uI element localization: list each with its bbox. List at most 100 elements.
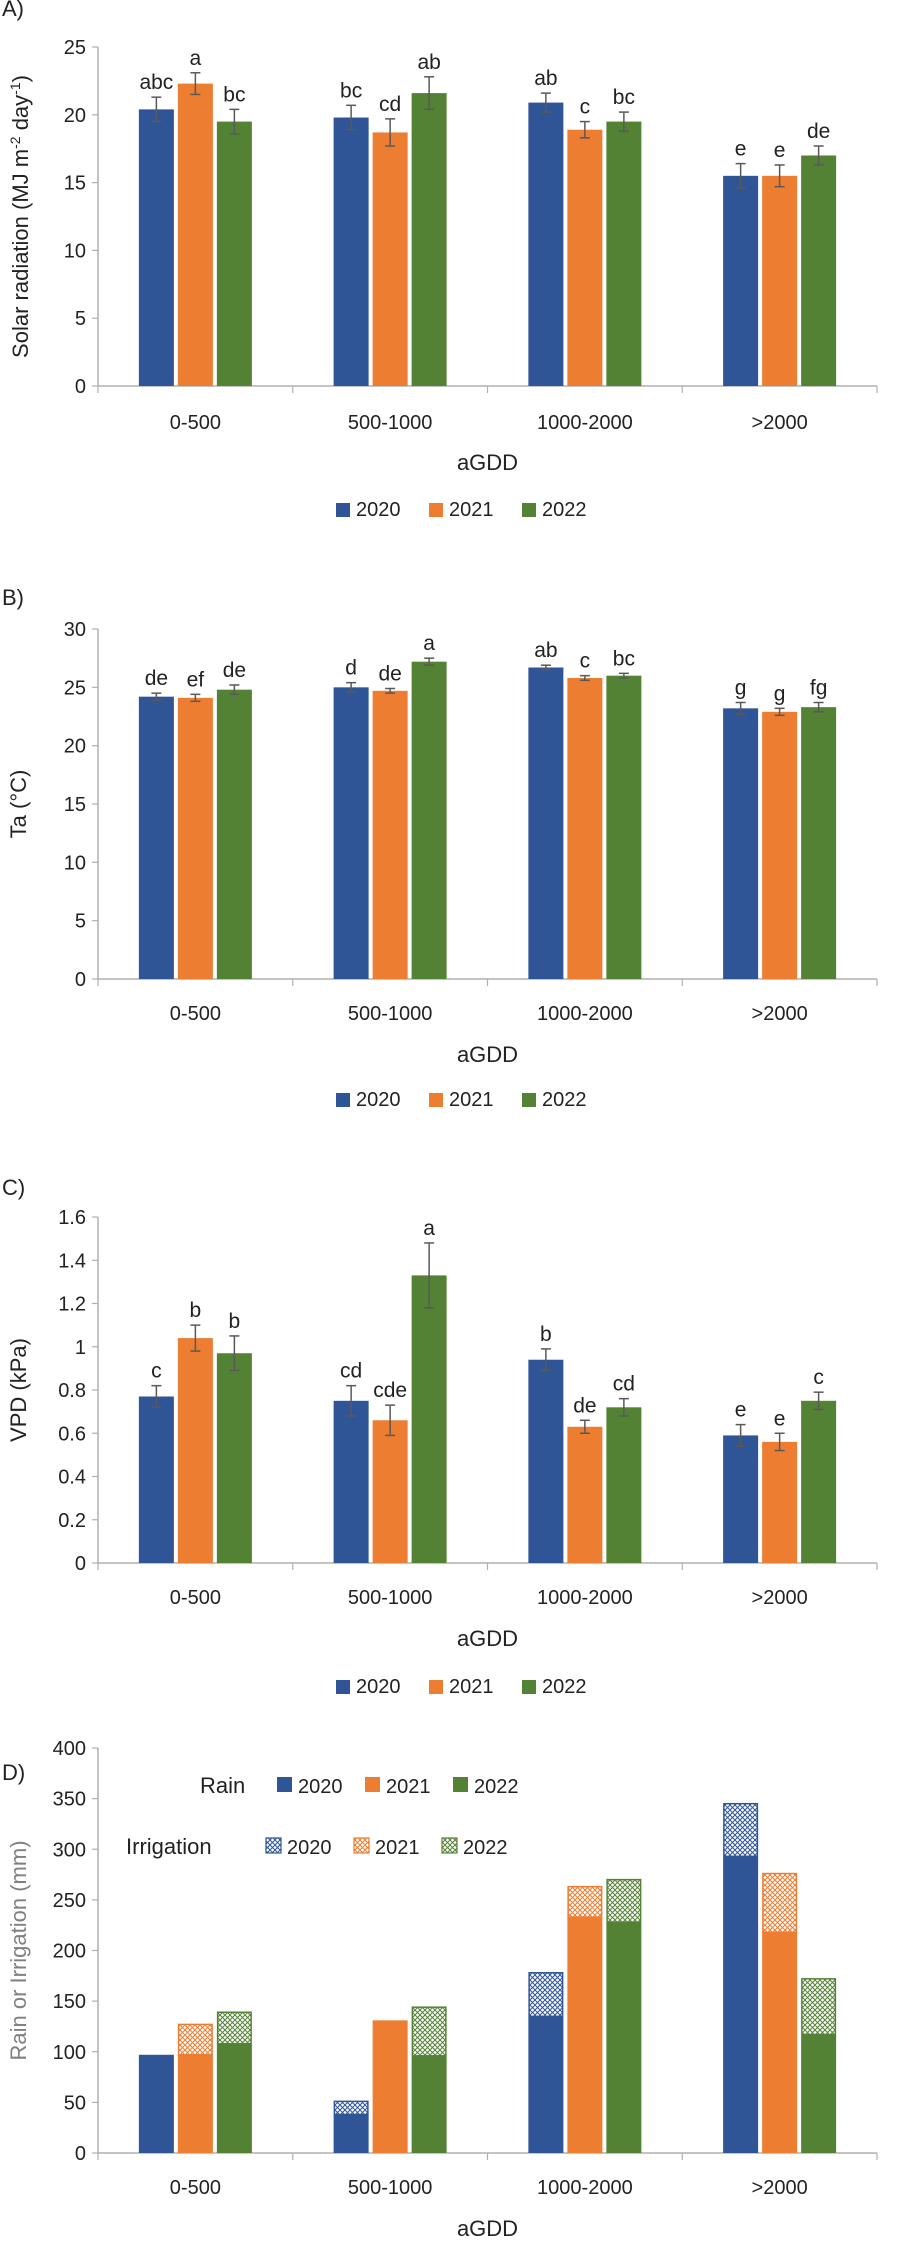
panel-label: A) [2,0,24,21]
legend-swatch-2020 [336,1093,350,1107]
bar-2021->2000 [762,175,798,386]
bar-2021-500-1000 [372,132,408,386]
significance-letter: bc [223,83,245,106]
rain-bar-2021-0-500 [177,2054,213,2153]
y-tick-label: 1.2 [58,1294,86,1316]
irrigation-bar-2021->2000 [762,1872,798,1934]
legend-swatch-2021 [429,1093,443,1107]
rain-bar-2020->2000 [723,1856,759,2153]
y-axis-label: Ta (°C) [6,770,31,839]
y-tick-label: 0 [75,1553,86,1575]
bar-2021-0-500 [177,83,213,386]
y-axis-label-sup: -1 [7,82,23,95]
significance-letter: de [145,667,168,690]
significance-letter: bc [340,79,362,102]
legend-rain-swatch-2020 [277,1777,292,1792]
rain-bar-2022-500-1000 [411,2055,447,2153]
bar-2022-500-1000 [411,1275,447,1563]
x-tick-label: 0-500 [170,412,221,434]
y-tick-label: 0 [75,2143,86,2165]
x-tick-label: 500-1000 [348,1587,433,1609]
y-tick-label: 400 [53,1738,86,1760]
legend-irrigation-swatch-2022 [441,1837,458,1854]
y-tick-label: 1.6 [58,1207,86,1229]
significance-letter: cd [613,1373,635,1396]
legend-irrigation-swatch-2020 [265,1837,282,1854]
legend-irrigation-year-2022: 2022 [463,1837,508,1859]
legend-swatch-2020 [336,1680,350,1694]
y-axis-label-part: ) [8,75,33,82]
legend-irrigation-label: Irrigation [126,1834,212,1859]
x-tick-label: 1000-2000 [537,2177,633,2199]
legend-rain-year-2020: 2020 [298,1776,343,1798]
y-tick-label: 1.4 [58,1250,86,1272]
legend-irrigation-year-2020: 2020 [287,1837,332,1859]
bar-2020-0-500 [138,696,174,979]
y-tick-label: 30 [64,619,86,641]
significance-letter: b [190,1299,202,1322]
legend-swatch-2020 [336,503,350,517]
y-tick-label: 10 [64,852,86,874]
y-tick-label: 100 [53,2042,86,2064]
legend-swatch-2021 [429,503,443,517]
y-tick-label: 0.2 [58,1510,86,1532]
y-tick-label: 20 [64,105,86,127]
chart-vpd: C) 0 0.2 0.4 0.6 0.8 1 1.2 1.4 1.6 0-500 500-1000 10… [2,1175,878,1698]
x-tick-label: 1000-2000 [537,1587,633,1609]
bar-2020-500-1000 [333,1400,369,1563]
bar-2020->2000 [723,175,759,386]
legend-label-2020: 2020 [356,1089,401,1111]
y-tick-label: 350 [53,1789,86,1811]
x-tick-label: 0-500 [170,1003,221,1025]
y-tick-label: 250 [53,1890,86,1912]
y-tick-label: 0.6 [58,1423,86,1445]
bar-2020-1000-2000 [528,1359,564,1563]
bar-2020-1000-2000 [528,667,564,979]
bar-2022-1000-2000 [606,121,642,386]
significance-letter: cd [379,93,401,116]
y-axis-label-part: day [8,95,33,137]
chart-solar-radiation: A) 0 5 10 15 20 25 0-500 500-1000 1000-2000 >2000 a… [2,0,878,521]
x-tick-label: 0-500 [170,1587,221,1609]
rain-bar-2020-0-500 [138,2054,174,2153]
irrigation-bar-2022-500-1000 [411,2006,447,2057]
bar-2021-500-1000 [372,1420,408,1563]
bar-2021->2000 [762,711,798,979]
bar-2020-500-1000 [333,117,369,387]
legend-swatch-2022 [522,503,536,517]
bar-2020-1000-2000 [528,102,564,386]
rain-bar-2021->2000 [762,1932,798,2153]
y-axis-label-sup: -2 [7,136,23,149]
y-tick-label: 20 [64,736,86,758]
bar-2020->2000 [723,1435,759,1563]
significance-letter: g [774,682,786,705]
significance-letter: bc [613,647,635,670]
significance-letter: de [807,120,830,143]
panel-label: D) [2,1760,25,1785]
irrigation-bar-2022->2000 [801,1978,837,2036]
y-tick-label: 5 [75,308,86,330]
irrigation-bar-2020->2000 [723,1802,759,1858]
bar-2021-500-1000 [372,690,408,979]
irrigation-bar-2020-500-1000 [333,2100,369,2116]
panel-label: C) [2,1175,25,1200]
x-axis-label: aGDD [457,2216,518,2241]
bar-2022-500-1000 [411,93,447,386]
y-tick-label: 200 [53,1941,86,1963]
y-tick-label: 50 [64,2092,86,2114]
y-tick-label: 15 [64,173,86,195]
bar-2020->2000 [723,708,759,979]
y-tick-label: 300 [53,1839,86,1861]
bar-2022->2000 [801,707,837,979]
irrigation-bar-2021-1000-2000 [567,1885,603,1918]
significance-letter: c [813,1366,824,1389]
rain-bar-2022->2000 [801,2034,837,2153]
significance-letter: e [735,138,747,161]
x-tick-label: 500-1000 [348,412,433,434]
y-axis-label-part: Solar radiation (MJ m [8,149,33,358]
irrigation-bar-2022-1000-2000 [606,1878,642,1923]
bar-2022->2000 [801,155,837,386]
x-axis-label: aGDD [457,1042,518,1067]
significance-letter: de [378,663,401,686]
